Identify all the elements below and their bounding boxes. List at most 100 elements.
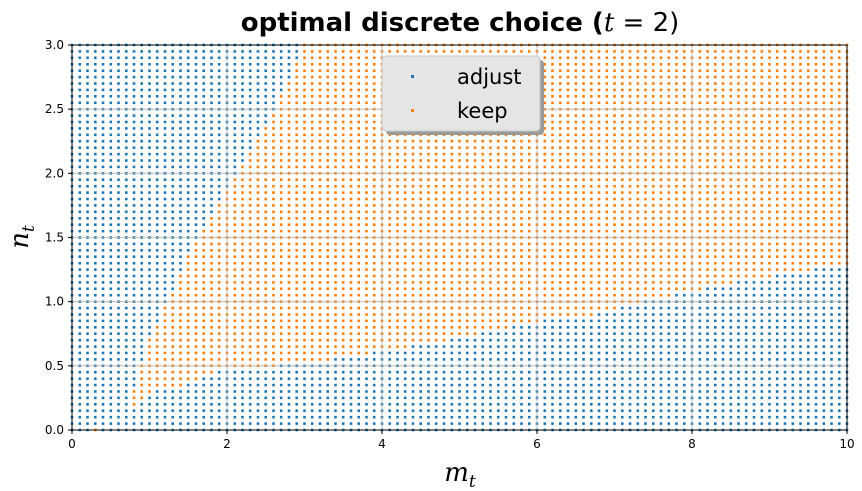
point-adjust [171,396,174,400]
point-keep [334,332,337,335]
point-keep [698,197,702,201]
point-adjust [132,242,136,246]
point-keep [318,338,322,342]
point-keep [489,152,492,156]
point-keep [644,114,647,117]
point-adjust [132,326,136,329]
point-adjust [613,313,616,316]
point-adjust [272,50,275,53]
point-keep [559,268,562,271]
point-keep [241,197,244,201]
point-adjust [644,338,647,342]
point-adjust [155,178,159,181]
point-keep [652,114,655,117]
point-adjust [605,383,609,387]
point-keep [403,255,407,258]
point-keep [566,223,570,226]
point-keep [233,223,237,226]
point-adjust [341,370,345,374]
point-adjust [551,345,554,348]
point-adjust [186,409,190,412]
point-adjust [140,306,143,310]
point-keep [613,306,616,310]
point-adjust [465,422,469,425]
point-keep [241,210,244,214]
point-keep [458,146,461,149]
point-keep [396,229,399,233]
point-keep [372,217,376,220]
point-adjust [194,101,198,105]
point-keep [310,358,314,361]
point-keep [434,165,438,169]
point-adjust [140,358,143,361]
point-adjust [86,268,89,271]
point-adjust [528,409,531,412]
point-adjust [512,358,516,361]
point-keep [489,242,492,246]
point-keep [442,293,446,297]
point-adjust [117,268,120,271]
point-keep [520,204,523,207]
point-keep [659,204,663,207]
point-adjust [171,139,174,143]
point-adjust [574,403,578,406]
point-adjust [94,338,97,342]
point-keep [652,146,655,149]
point-adjust [504,358,508,361]
point-adjust [163,88,167,92]
point-adjust [248,403,252,406]
point-keep [613,133,616,137]
point-keep [442,229,446,233]
point-adjust [94,422,97,425]
point-adjust [148,313,151,316]
point-adjust [512,403,516,406]
point-adjust [202,217,205,220]
point-adjust [148,56,151,60]
point-keep [597,133,601,137]
point-adjust [125,139,128,143]
point-adjust [605,332,609,335]
point-keep [582,313,585,316]
point-keep [543,210,547,214]
point-keep [310,229,314,233]
point-adjust [675,383,678,387]
point-adjust [248,75,252,79]
point-keep [287,223,291,226]
point-adjust [148,139,151,143]
point-keep [473,223,477,226]
point-adjust [101,114,105,117]
point-adjust [86,120,89,124]
point-adjust [287,377,291,380]
point-adjust [163,191,167,194]
point-keep [295,217,298,220]
point-keep [621,101,624,105]
point-keep [341,281,345,284]
point-adjust [241,422,244,425]
point-keep [559,139,562,143]
point-keep [349,191,353,194]
point-adjust [186,217,190,220]
point-adjust [186,422,190,425]
point-adjust [248,56,252,60]
point-keep [194,358,198,361]
point-adjust [326,403,329,406]
point-adjust [179,159,182,162]
point-adjust [155,56,159,60]
point-keep [264,204,267,207]
point-adjust [566,396,570,400]
point-keep [683,165,686,169]
point-adjust [148,293,151,297]
point-adjust [683,383,686,387]
point-keep [613,165,616,169]
point-keep [698,120,702,124]
point-keep [419,217,422,220]
point-keep [163,358,167,361]
point-adjust [78,409,82,412]
point-keep [256,268,260,271]
point-keep [512,255,516,258]
point-adjust [125,210,128,214]
point-adjust [194,120,198,124]
point-keep [403,293,407,297]
point-adjust [419,370,422,374]
point-adjust [109,127,113,130]
